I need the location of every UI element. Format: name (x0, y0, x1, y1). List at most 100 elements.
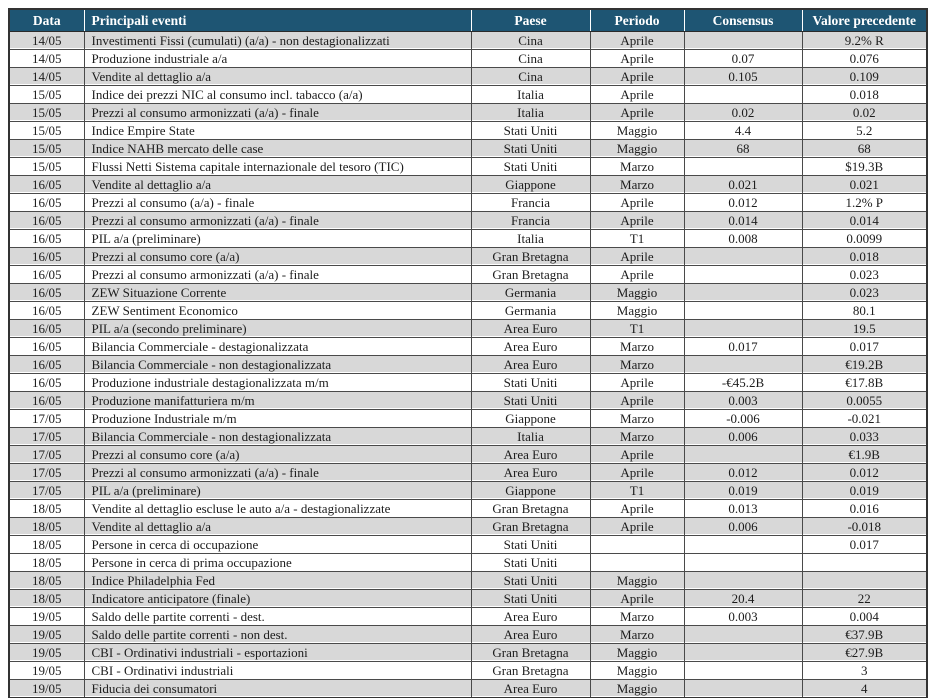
cell-date: 16/05 (9, 319, 85, 338)
cell-country: Giappone (471, 481, 591, 500)
cell-consensus (684, 301, 803, 320)
cell-event: PIL a/a (secondo preliminare) (84, 319, 472, 338)
table-row: 16/05 Vendite al dettaglio a/a Giappone … (9, 175, 927, 194)
cell-country: Area Euro (471, 445, 591, 464)
cell-country: Area Euro (471, 355, 591, 374)
table-row: 19/05 CBI - Ordinativi industriali Gran … (9, 661, 927, 680)
cell-consensus: 0.006 (684, 517, 803, 536)
cell-event: Produzione manifatturiera m/m (84, 391, 472, 410)
table-row: 15/05 Indice Empire State Stati Uniti Ma… (9, 121, 927, 140)
cell-consensus (684, 283, 803, 302)
table-row: 18/05 Vendite al dettaglio a/a Gran Bret… (9, 517, 927, 536)
cell-previous: 0.0099 (802, 229, 927, 248)
cell-consensus: 4.4 (684, 121, 803, 140)
cell-previous: 3 (802, 661, 927, 680)
cell-event: Prezzi al consumo (a/a) - finale (84, 193, 472, 212)
cell-country: Francia (471, 211, 591, 230)
cell-period: Marzo (590, 625, 685, 644)
cell-consensus (684, 355, 803, 374)
cell-country: Area Euro (471, 319, 591, 338)
cell-country: Giappone (471, 409, 591, 428)
cell-country: Italia (471, 103, 591, 122)
cell-date: 17/05 (9, 463, 85, 482)
cell-country: Francia (471, 193, 591, 212)
cell-event: Prezzi al consumo armonizzati (a/a) - fi… (84, 103, 472, 122)
cell-date: 18/05 (9, 517, 85, 536)
cell-consensus (684, 571, 803, 590)
cell-country: Area Euro (471, 679, 591, 698)
cell-event: Produzione industriale a/a (84, 49, 472, 68)
table-row: 18/05 Vendite al dettaglio escluse le au… (9, 499, 927, 518)
cell-event: PIL a/a (preliminare) (84, 229, 472, 248)
cell-consensus: 0.02 (684, 103, 803, 122)
cell-consensus: -0.006 (684, 409, 803, 428)
cell-event: ZEW Sentiment Economico (84, 301, 472, 320)
cell-period: Marzo (590, 427, 685, 446)
table-row: 14/05 Produzione industriale a/a Cina Ap… (9, 49, 927, 68)
cell-previous (802, 553, 927, 572)
cell-period: T1 (590, 319, 685, 338)
cell-date: 16/05 (9, 211, 85, 230)
cell-date: 14/05 (9, 31, 85, 50)
cell-event: Prezzi al consumo armonizzati (a/a) - fi… (84, 211, 472, 230)
cell-date: 19/05 (9, 661, 85, 680)
cell-country: Italia (471, 85, 591, 104)
cell-period: Marzo (590, 157, 685, 176)
cell-consensus (684, 445, 803, 464)
cell-period: Aprile (590, 265, 685, 284)
cell-previous: €27.9B (802, 643, 927, 662)
cell-period: Aprile (590, 85, 685, 104)
cell-date: 18/05 (9, 535, 85, 554)
cell-consensus: 0.013 (684, 499, 803, 518)
cell-country: Stati Uniti (471, 571, 591, 590)
cell-date: 18/05 (9, 553, 85, 572)
cell-consensus (684, 625, 803, 644)
cell-consensus (684, 265, 803, 284)
cell-period: Aprile (590, 31, 685, 50)
cell-period: Marzo (590, 337, 685, 356)
table-row: 16/05 Prezzi al consumo core (a/a) Gran … (9, 247, 927, 266)
cell-date: 16/05 (9, 247, 85, 266)
cell-event: Vendite al dettaglio a/a (84, 517, 472, 536)
col-header-consensus: Consensus (684, 9, 803, 32)
header-row: Data Principali eventi Paese Periodo Con… (9, 9, 927, 32)
cell-country: Stati Uniti (471, 157, 591, 176)
cell-consensus: 20.4 (684, 589, 803, 608)
table-body: 14/05 Investimenti Fissi (cumulati) (a/a… (9, 31, 927, 698)
table-row: 18/05 Persone in cerca di prima occupazi… (9, 553, 927, 572)
cell-previous: 9.2% R (802, 31, 927, 50)
cell-previous: €17.8B (802, 373, 927, 392)
cell-consensus (684, 535, 803, 554)
table-row: 16/05 PIL a/a (preliminare) Italia T1 0.… (9, 229, 927, 248)
cell-period: Aprile (590, 445, 685, 464)
cell-period: Marzo (590, 175, 685, 194)
cell-event: Indice Philadelphia Fed (84, 571, 472, 590)
cell-previous: 0.033 (802, 427, 927, 446)
cell-previous: 0.004 (802, 607, 927, 626)
table-row: 16/05 Bilancia Commerciale - destagional… (9, 337, 927, 356)
cell-period: Marzo (590, 409, 685, 428)
cell-date: 17/05 (9, 481, 85, 500)
cell-date: 15/05 (9, 85, 85, 104)
cell-event: ZEW Situazione Corrente (84, 283, 472, 302)
cell-consensus: -€45.2B (684, 373, 803, 392)
cell-previous: 1.2% P (802, 193, 927, 212)
table-row: 18/05 Indice Philadelphia Fed Stati Unit… (9, 571, 927, 590)
cell-previous: 5.2 (802, 121, 927, 140)
cell-consensus: 0.012 (684, 193, 803, 212)
cell-previous: 4 (802, 679, 927, 698)
cell-event: Prezzi al consumo core (a/a) (84, 445, 472, 464)
cell-country: Area Euro (471, 625, 591, 644)
cell-country: Germania (471, 283, 591, 302)
cell-period: Aprile (590, 103, 685, 122)
cell-period (590, 553, 685, 572)
cell-event: Indice dei prezzi NIC al consumo incl. t… (84, 85, 472, 104)
cell-event: CBI - Ordinativi industriali - esportazi… (84, 643, 472, 662)
cell-event: Fiducia dei consumatori (84, 679, 472, 698)
cell-date: 17/05 (9, 445, 85, 464)
cell-period: Aprile (590, 589, 685, 608)
table-row: 18/05 Indicatore anticipatore (finale) S… (9, 589, 927, 608)
cell-date: 16/05 (9, 301, 85, 320)
cell-period: Aprile (590, 517, 685, 536)
cell-country: Gran Bretagna (471, 265, 591, 284)
